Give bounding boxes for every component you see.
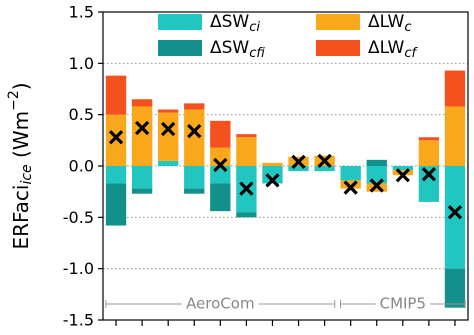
net-marker (134, 120, 150, 136)
bar-segment (418, 166, 440, 202)
net-marker (108, 130, 124, 145)
net-marker (317, 153, 332, 168)
net-marker (239, 181, 254, 196)
legend-name: ΔLW (368, 38, 405, 58)
bar-segment (131, 99, 153, 107)
bar-segment (236, 137, 257, 166)
legend-label: ΔLWc (368, 12, 412, 35)
y-axis-label-unit: (Wm (9, 111, 33, 164)
group-label: CMIP5 (380, 295, 426, 313)
bar-segment (210, 120, 231, 148)
bar-segment (105, 183, 127, 226)
y-tick-label: 1.5 (69, 3, 94, 22)
bar-segment (418, 137, 440, 141)
bar-segment (314, 166, 335, 172)
bar-segment (444, 70, 466, 107)
bar-segment (184, 166, 205, 189)
y-axis-label-close: ) (9, 82, 33, 90)
net-marker-cross (161, 121, 176, 137)
net-marker (395, 168, 410, 183)
bar-segment (158, 109, 179, 113)
plot-frame (102, 11, 469, 321)
legend-name: ΔSW (210, 38, 249, 58)
y-tick-label: -1.0 (63, 259, 94, 278)
net-marker (343, 180, 358, 195)
net-marker (213, 157, 228, 173)
net-marker-cross (265, 173, 280, 188)
net-marker (265, 173, 280, 188)
bar-segment (366, 166, 387, 184)
bar-segment (444, 166, 466, 269)
legend-name-sub: cf (404, 46, 418, 61)
bar-segment (210, 183, 231, 212)
net-marker-cross (239, 181, 254, 196)
bar-segment (210, 166, 231, 184)
net-marker-cross (421, 167, 437, 182)
bar-segment (418, 140, 440, 166)
bar-segment (288, 166, 309, 172)
net-marker (447, 205, 463, 220)
bar-segment (158, 112, 179, 161)
legend-name-sub: c (404, 20, 411, 35)
y-tick-label: 0.5 (69, 105, 94, 124)
bar-segment (444, 268, 466, 308)
net-marker (421, 167, 437, 182)
legend-name: ΔSW (210, 12, 249, 32)
y-axis-label-sup: −2 (6, 90, 22, 111)
bar-segment (392, 170, 413, 176)
legend-name-sub: cfi (249, 46, 265, 61)
bar-segment (184, 109, 205, 166)
legend-name: ΔLW (368, 12, 405, 32)
legend-name-sub: ci (249, 20, 260, 35)
bar-segment (131, 188, 153, 194)
net-marker-cross (343, 180, 358, 195)
net-marker (161, 121, 176, 137)
net-marker-cross (291, 154, 306, 170)
bar-segment (366, 159, 387, 166)
bar-segment (444, 106, 466, 166)
bar-segment (340, 180, 361, 189)
bar-segment (158, 160, 179, 166)
bar-segment (236, 212, 257, 218)
legend-swatch (158, 40, 202, 56)
net-marker-cross (108, 130, 124, 145)
bar-segment (184, 188, 205, 194)
legend-swatch (316, 40, 360, 56)
bar-segment (105, 166, 127, 184)
net-marker-cross (187, 123, 202, 139)
net-marker-cross (395, 168, 410, 183)
y-tick-label: -1.5 (63, 311, 94, 330)
net-marker-cross (134, 120, 150, 136)
legend-swatch (158, 14, 202, 30)
y-axis-label-main: ERFaci (9, 185, 33, 250)
y-axis-label-sub: ice (19, 164, 35, 184)
net-marker-cross (447, 205, 463, 220)
net-marker-cross (369, 178, 384, 193)
net-marker-cross (317, 153, 332, 168)
bar-segment (105, 114, 127, 166)
bar-segment (105, 75, 127, 115)
y-axis-label: ERFaciice (Wm−2) (6, 82, 35, 249)
legend-label: ΔSWcfi (210, 38, 265, 61)
net-marker-cross (213, 157, 228, 173)
bar-segment (262, 166, 283, 184)
y-tick-label: 0.0 (69, 157, 94, 176)
bar-segment (131, 166, 153, 189)
legend-swatch (316, 14, 360, 30)
legend-label: ΔSWci (210, 12, 260, 35)
bar-segment (340, 166, 361, 181)
bar-segment (392, 166, 413, 171)
net-marker (291, 154, 306, 170)
bar-segment (236, 134, 257, 138)
y-tick-label: -0.5 (63, 208, 94, 227)
group-label: AeroCom (186, 295, 255, 313)
bar-segment (131, 106, 153, 166)
y-tick-label: 1.0 (69, 54, 94, 73)
legend-label: ΔLWcf (368, 38, 419, 61)
bar-segment (262, 162, 283, 166)
bar-segment (184, 103, 205, 110)
net-marker (369, 178, 384, 193)
net-marker (187, 123, 202, 139)
